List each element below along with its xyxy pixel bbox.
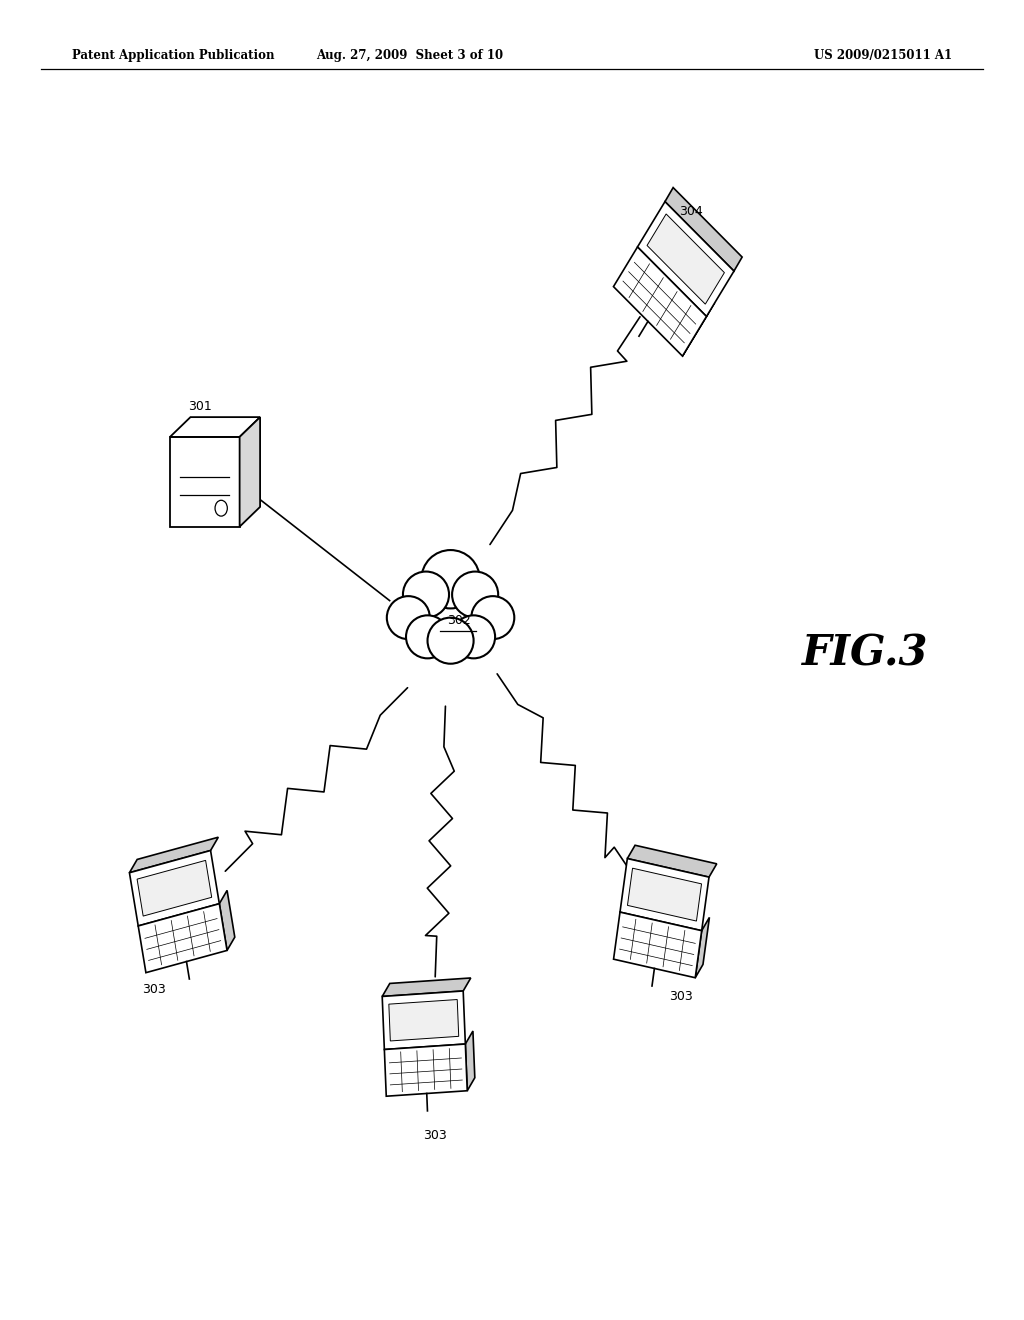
Polygon shape [384,1044,467,1096]
Polygon shape [638,202,734,317]
Polygon shape [137,861,212,916]
Polygon shape [620,858,709,931]
Text: 303: 303 [423,1129,447,1142]
Polygon shape [628,845,717,876]
Ellipse shape [453,572,499,618]
Text: Aug. 27, 2009  Sheet 3 of 10: Aug. 27, 2009 Sheet 3 of 10 [316,49,503,62]
Polygon shape [129,837,218,873]
Ellipse shape [387,597,430,639]
Polygon shape [129,850,219,925]
Text: FIG.3: FIG.3 [802,632,929,675]
Polygon shape [219,891,234,950]
Polygon shape [170,417,260,437]
Polygon shape [665,187,742,271]
Polygon shape [138,904,227,973]
Polygon shape [382,991,465,1049]
Text: 302: 302 [446,614,471,627]
Text: 303: 303 [141,983,166,997]
Polygon shape [628,869,701,921]
Text: US 2009/0215011 A1: US 2009/0215011 A1 [814,49,952,62]
Polygon shape [170,437,240,527]
Ellipse shape [453,615,496,659]
Ellipse shape [402,572,449,618]
Ellipse shape [422,550,479,609]
Polygon shape [389,999,459,1041]
Polygon shape [695,917,710,978]
Text: 301: 301 [187,400,212,413]
Polygon shape [382,978,471,997]
Polygon shape [682,302,715,356]
Text: 303: 303 [669,990,693,1003]
Polygon shape [647,214,724,304]
Ellipse shape [471,597,514,639]
Polygon shape [465,1031,475,1090]
Polygon shape [240,417,260,527]
Polygon shape [613,912,701,978]
Ellipse shape [428,618,473,664]
Text: Patent Application Publication: Patent Application Publication [72,49,274,62]
Text: 304: 304 [679,205,703,218]
Polygon shape [613,247,707,356]
Ellipse shape [406,615,449,659]
